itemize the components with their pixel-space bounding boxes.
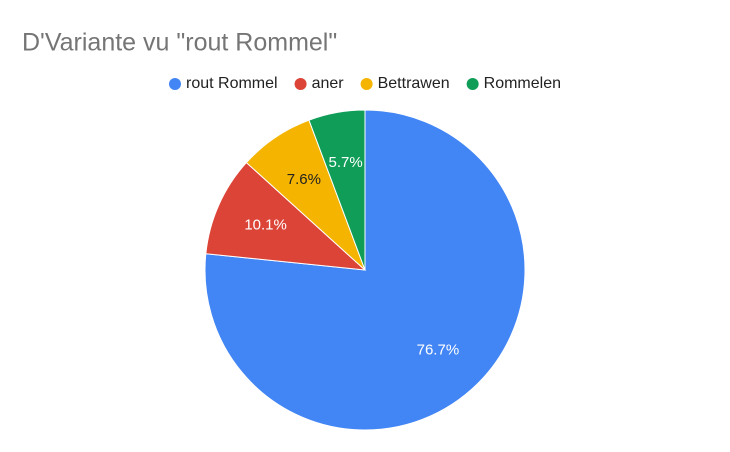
slice-label: 5.7% [329, 154, 363, 171]
legend-label: Rommelen [484, 75, 561, 92]
legend-marker [466, 78, 479, 90]
slice-label: 76.7% [417, 342, 460, 359]
pie-slice [308, 109, 366, 271]
legend-label: Bettrawen [378, 75, 450, 92]
legend-marker [168, 78, 181, 90]
slice-label: 7.6% [287, 171, 321, 188]
chart-title: D'Variante vu "rout Rommel" [22, 29, 337, 57]
legend-label: aner [312, 75, 345, 92]
legend-label: rout Rommel [186, 75, 278, 92]
legend-marker [360, 78, 373, 90]
legend-marker [294, 78, 307, 90]
legend: rout Rommel aner Bettrawen Rommelen [168, 75, 561, 92]
slice-label: 10.1% [244, 217, 287, 234]
pie-slice [205, 161, 367, 271]
